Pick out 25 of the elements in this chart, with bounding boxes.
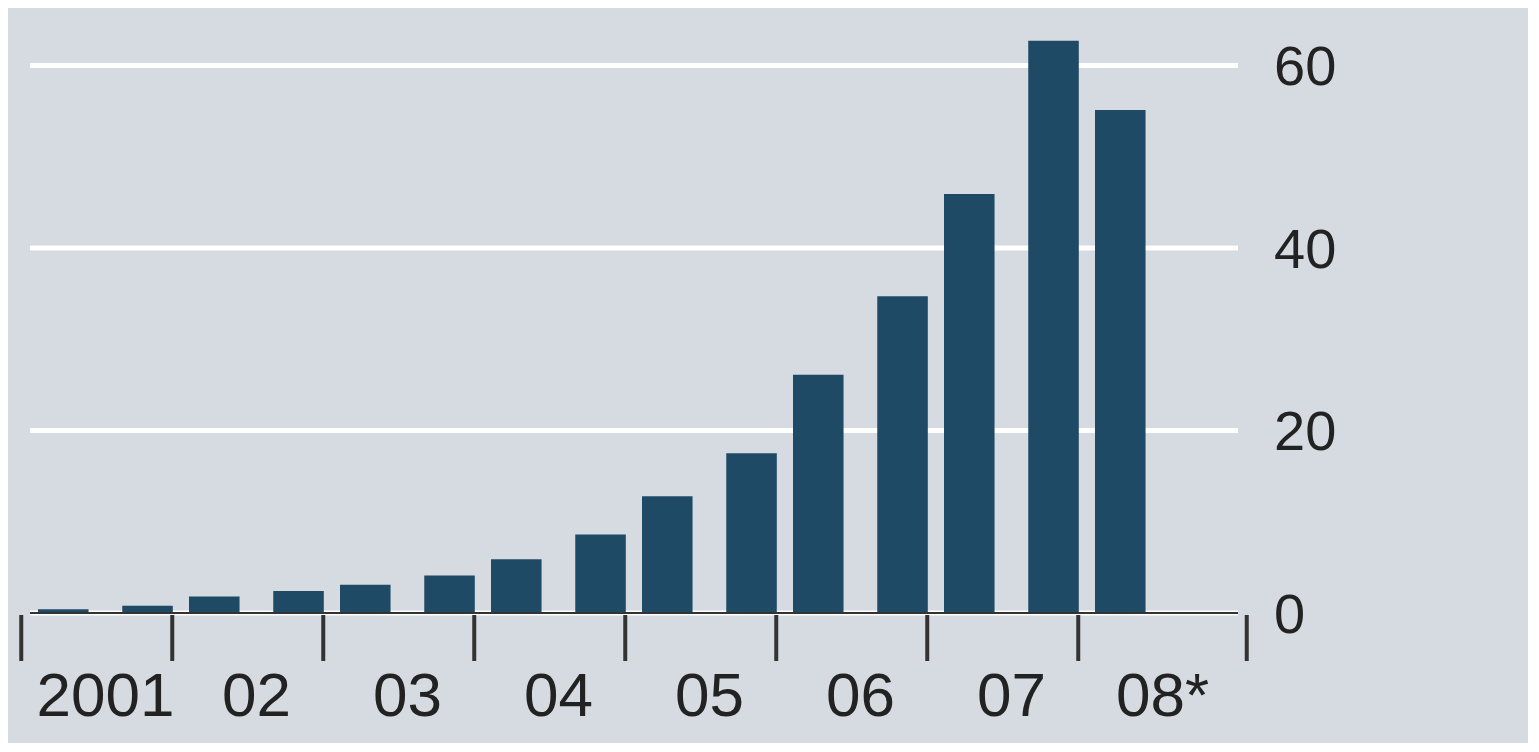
x-tick-label: 06 — [826, 660, 895, 729]
x-tick-label: 05 — [675, 660, 744, 729]
x-tick-label: 08* — [1115, 660, 1210, 729]
bar — [642, 496, 693, 613]
x-tick-label: 04 — [524, 660, 593, 729]
bar — [726, 453, 777, 613]
bar — [189, 596, 240, 613]
y-tick-label: 20 — [1274, 399, 1337, 463]
bar — [424, 575, 475, 613]
y-tick-label: 60 — [1274, 34, 1337, 98]
bar — [793, 374, 844, 613]
bar — [491, 559, 542, 613]
y-tick-label: 40 — [1274, 216, 1337, 280]
x-tick-label: 03 — [373, 660, 442, 729]
bar — [575, 534, 626, 613]
x-tick-label: 2001 — [36, 660, 175, 729]
bar — [877, 296, 928, 613]
bar — [273, 591, 324, 613]
bar — [944, 194, 995, 613]
x-tick-label: 07 — [977, 660, 1046, 729]
x-tick-label: 02 — [222, 660, 291, 729]
bar — [340, 584, 391, 613]
bar — [1095, 110, 1146, 613]
bar — [1028, 40, 1079, 613]
y-tick-label: 0 — [1274, 582, 1306, 645]
